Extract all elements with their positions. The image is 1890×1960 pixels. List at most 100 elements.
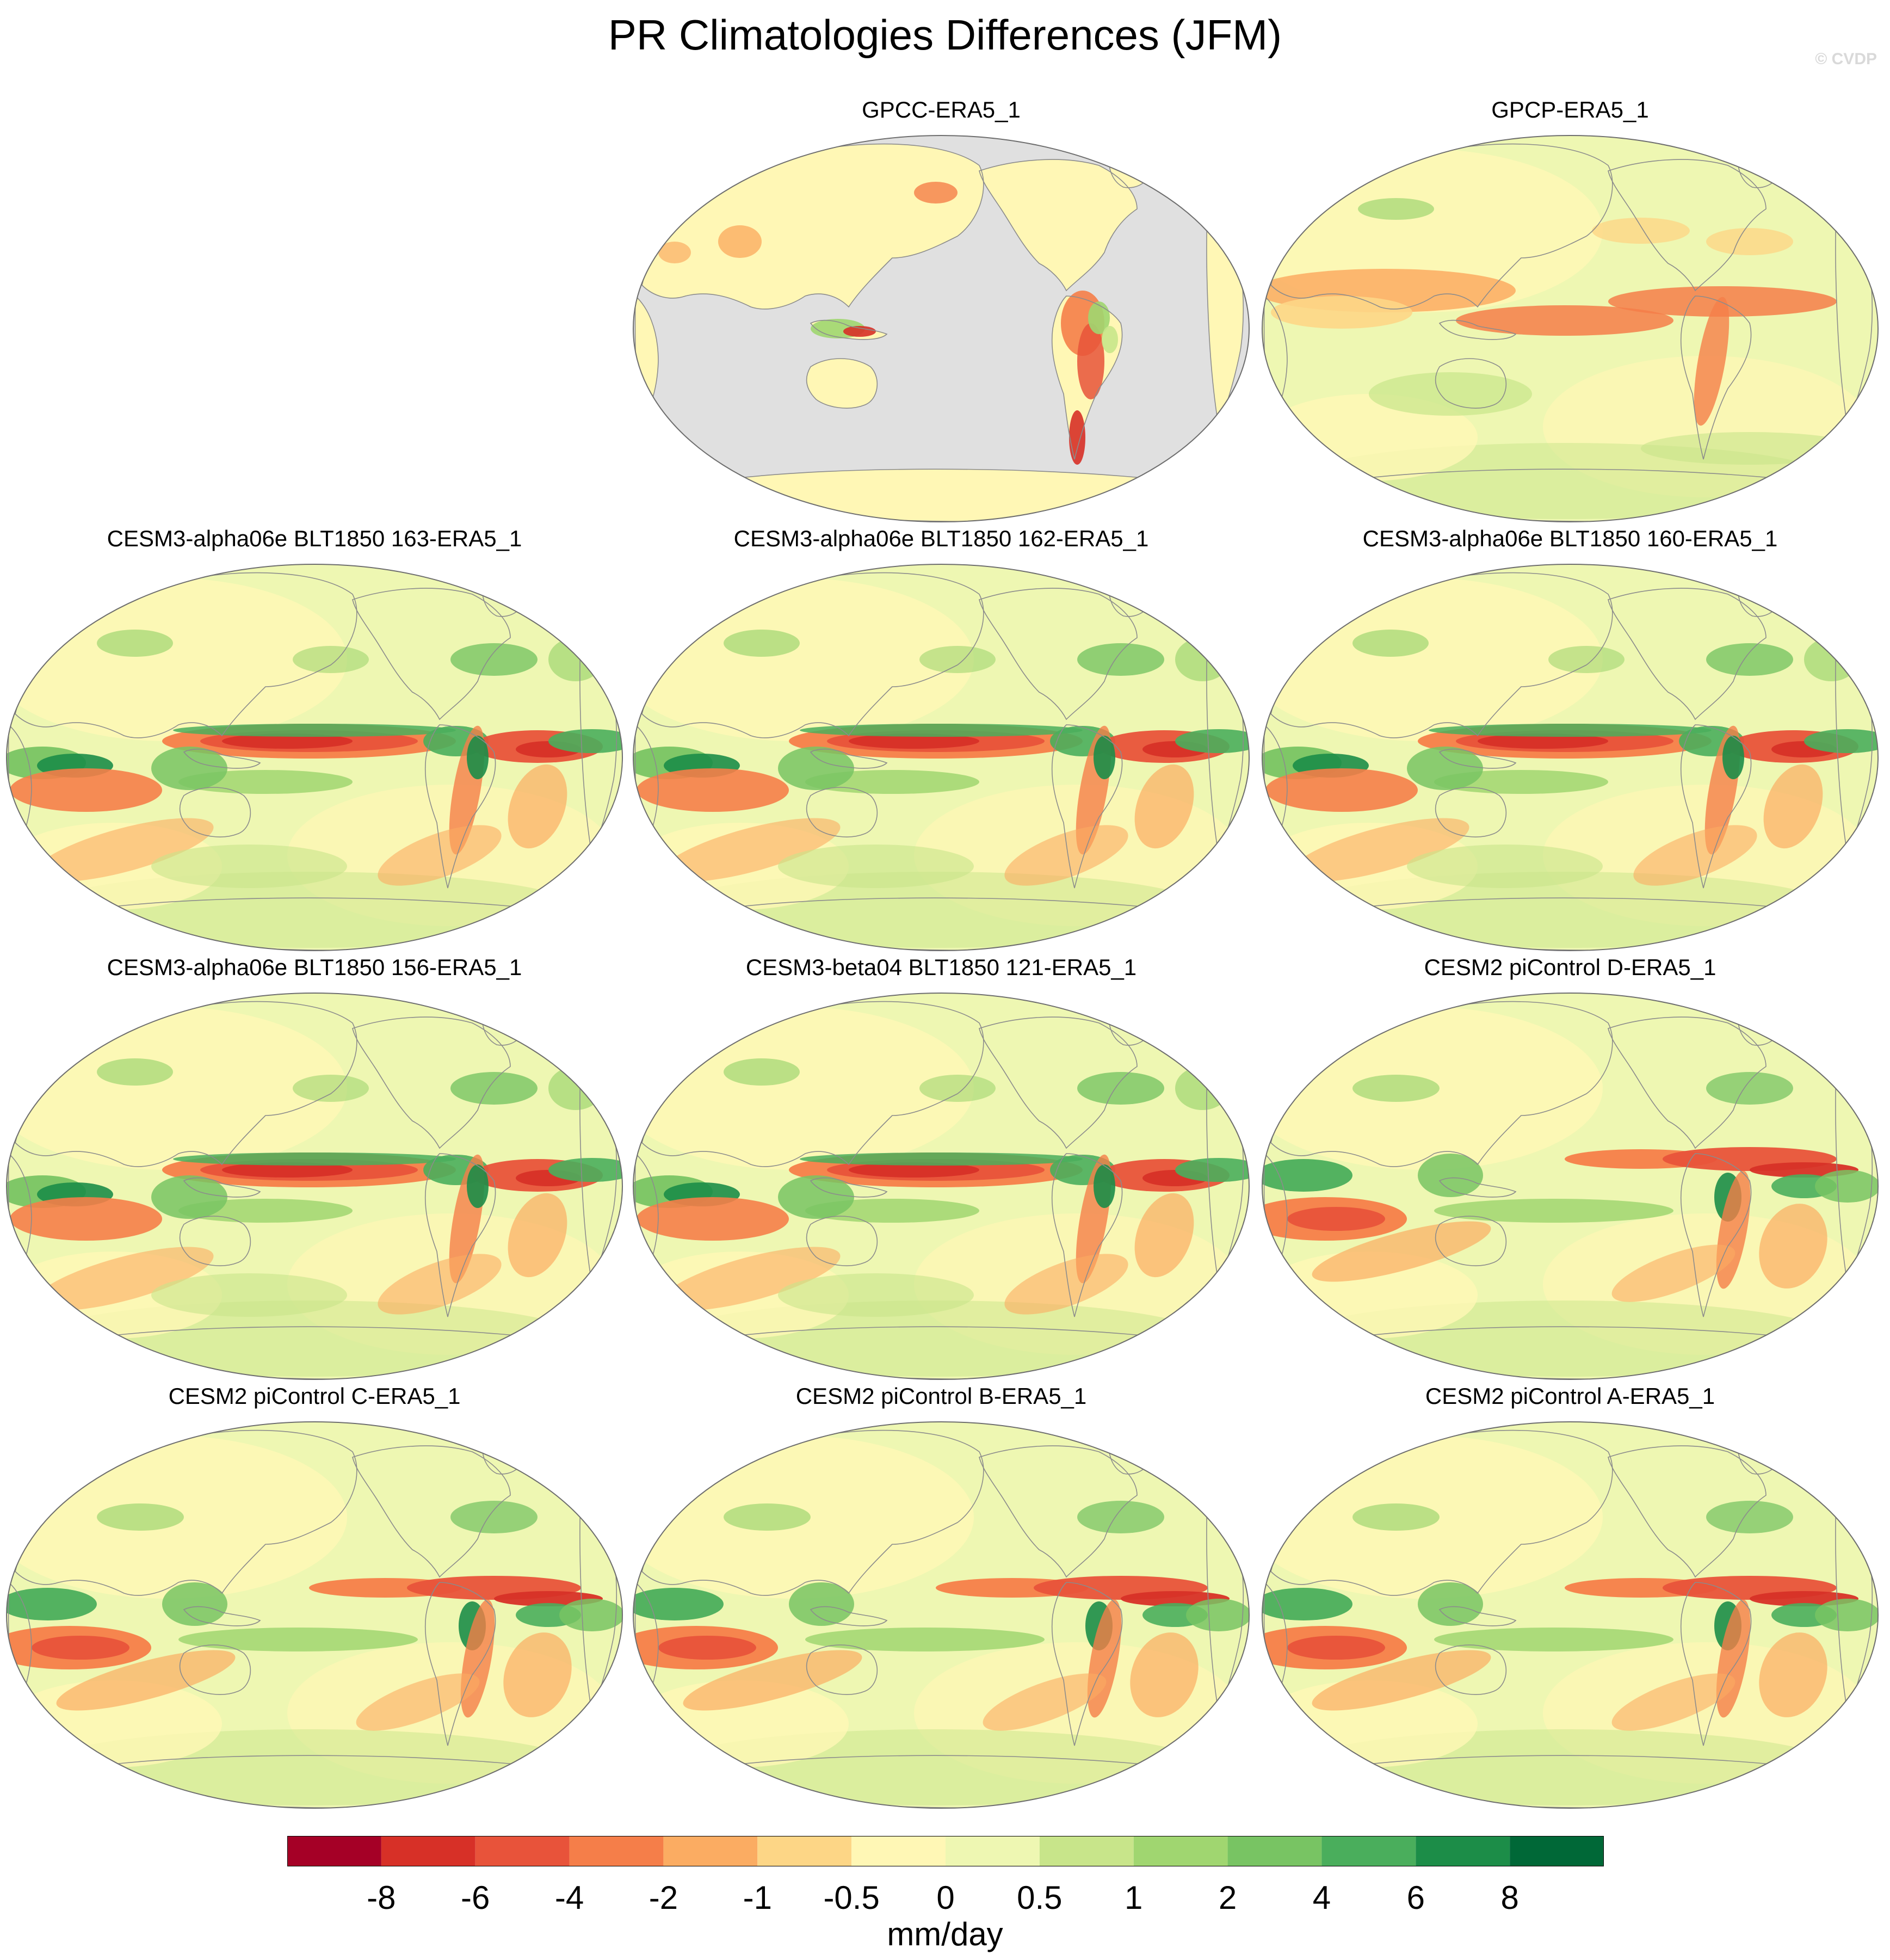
precip-anomaly-field bbox=[1312, 1221, 1491, 1282]
coastline bbox=[179, 787, 251, 837]
precip-anomaly-field bbox=[1265, 768, 1418, 812]
precip-anomaly-field bbox=[661, 818, 841, 882]
map-border bbox=[6, 1421, 623, 1809]
precip-anomaly-field bbox=[1706, 643, 1793, 676]
precip-anomaly-field bbox=[1418, 1154, 1483, 1197]
precip-anomaly-field bbox=[178, 1628, 418, 1651]
coastline bbox=[1438, 319, 1517, 340]
map-border bbox=[1262, 564, 1879, 951]
colorbar-swatch bbox=[287, 1836, 381, 1866]
precip-anomaly-field bbox=[1271, 296, 1412, 329]
coastline bbox=[806, 1216, 878, 1266]
precip-anomaly-field bbox=[7, 1588, 97, 1620]
coastline bbox=[810, 1177, 888, 1198]
colorbar-tick-label: 1 bbox=[1125, 1879, 1142, 1916]
colorbar-swatch bbox=[851, 1836, 946, 1866]
precip-anomaly-field bbox=[1759, 1204, 1827, 1289]
map-border bbox=[6, 993, 623, 1380]
coastline bbox=[1051, 295, 1123, 460]
coastline bbox=[1608, 159, 1767, 292]
precip-anomaly-field bbox=[724, 1058, 800, 1086]
precip-anomaly-field bbox=[1759, 1632, 1827, 1717]
colorbar-tick-label: -2 bbox=[649, 1879, 678, 1916]
coastline bbox=[1435, 787, 1507, 837]
coastline bbox=[1438, 1606, 1517, 1626]
coastline bbox=[1435, 1644, 1507, 1695]
precip-anomaly-field bbox=[633, 1588, 724, 1620]
precip-anomaly-field bbox=[548, 729, 622, 753]
panel-title: CESM3-alpha06e BLT1850 162-ERA5_1 bbox=[733, 526, 1149, 551]
colorbar: -8 -6 -4 -2 -1 -0.5 0 0.5 1 2 4 6 8 bbox=[287, 1836, 1604, 1916]
precip-anomaly-field bbox=[1175, 1158, 1249, 1182]
precip-anomaly-field bbox=[1804, 638, 1858, 681]
coastline bbox=[979, 1445, 1138, 1578]
panel-title: CESM3-alpha06e BLT1850 163-ERA5_1 bbox=[107, 526, 522, 551]
precip-anomaly-field bbox=[508, 764, 567, 849]
precip-anomaly-field bbox=[1478, 734, 1608, 749]
precip-anomaly-field bbox=[1815, 1599, 1878, 1631]
precip-anomaly-field bbox=[1134, 764, 1194, 849]
coastline bbox=[1438, 748, 1517, 769]
precip-anomaly-field bbox=[222, 734, 353, 749]
precip-anomaly-field bbox=[1004, 1254, 1128, 1315]
precip-anomaly-field bbox=[1706, 1501, 1793, 1533]
precip-anomaly-field bbox=[34, 1247, 214, 1311]
map-border bbox=[633, 1421, 1250, 1809]
map-plot bbox=[633, 564, 1250, 951]
coastline bbox=[1435, 1216, 1507, 1266]
figure-title: PR Climatologies Differences (JFM) bbox=[608, 11, 1282, 59]
precip-anomaly-field bbox=[173, 1152, 456, 1166]
coastline bbox=[352, 588, 511, 720]
map-plot bbox=[1262, 135, 1879, 522]
precip-anomaly-field bbox=[1102, 326, 1118, 353]
coastline bbox=[1051, 1153, 1123, 1317]
map-panel: CESM2 piControl B-ERA5_1 bbox=[631, 1381, 1251, 1811]
precip-anomaly-field bbox=[849, 1162, 979, 1178]
precip-anomaly-field bbox=[1434, 1628, 1673, 1651]
colorbar-swatch bbox=[1133, 1836, 1228, 1866]
coastline bbox=[424, 724, 496, 889]
precip-anomaly-field bbox=[1804, 729, 1878, 753]
precip-anomaly-field bbox=[1722, 736, 1744, 779]
precip-anomaly-field bbox=[10, 1197, 162, 1241]
map-plot bbox=[633, 993, 1250, 1380]
precip-anomaly-field bbox=[1706, 228, 1793, 255]
precip-anomaly-field bbox=[1262, 1159, 1352, 1192]
map-panel: CESM3-alpha06e BLT1850 163-ERA5_1 bbox=[4, 523, 625, 953]
precip-anomaly-field bbox=[1077, 1072, 1164, 1105]
coastline bbox=[1680, 295, 1752, 460]
coastline bbox=[1435, 358, 1507, 409]
colorbar-swatch bbox=[1321, 1836, 1416, 1866]
precip-anomaly-field bbox=[658, 242, 691, 263]
precip-anomaly-field bbox=[800, 724, 1083, 737]
precip-anomaly-field bbox=[1407, 845, 1603, 888]
precip-anomaly-field bbox=[1633, 825, 1757, 886]
panel-title: CESM2 piControl D-ERA5_1 bbox=[1424, 954, 1716, 980]
precip-anomaly-field bbox=[222, 1162, 353, 1178]
precip-anomaly-field bbox=[1312, 1650, 1491, 1711]
precip-anomaly-field bbox=[919, 646, 996, 673]
coastline bbox=[806, 1644, 878, 1695]
precip-anomaly-field bbox=[1287, 1207, 1385, 1231]
colorbar-tick-label: -0.5 bbox=[823, 1879, 879, 1916]
coastline bbox=[179, 1216, 251, 1266]
panel-title: CESM2 piControl B-ERA5_1 bbox=[795, 1383, 1087, 1409]
map-plot bbox=[1262, 993, 1879, 1380]
precip-anomaly-field bbox=[1077, 1501, 1164, 1533]
colorbar-swatch bbox=[663, 1836, 758, 1866]
precip-anomaly-field bbox=[1262, 1588, 1352, 1620]
precip-anomaly-field bbox=[1694, 297, 1730, 426]
precip-anomaly-field bbox=[467, 1164, 489, 1208]
precip-anomaly-field bbox=[1290, 818, 1469, 882]
panel-title: CESM2 piControl A-ERA5_1 bbox=[1425, 1383, 1715, 1409]
precip-anomaly-field bbox=[378, 825, 502, 886]
map-border bbox=[633, 564, 1250, 951]
precip-anomaly-field bbox=[778, 845, 974, 888]
colorbar-tick-label: 4 bbox=[1313, 1879, 1331, 1916]
coastline bbox=[179, 1644, 251, 1695]
precip-anomaly-field bbox=[1077, 643, 1164, 676]
precip-anomaly-field bbox=[1369, 372, 1532, 416]
colorbar-tick-label: 2 bbox=[1219, 1879, 1237, 1916]
colorbar-unit-label: mm/day bbox=[887, 1916, 1003, 1952]
precip-anomaly-field bbox=[1611, 1244, 1735, 1302]
